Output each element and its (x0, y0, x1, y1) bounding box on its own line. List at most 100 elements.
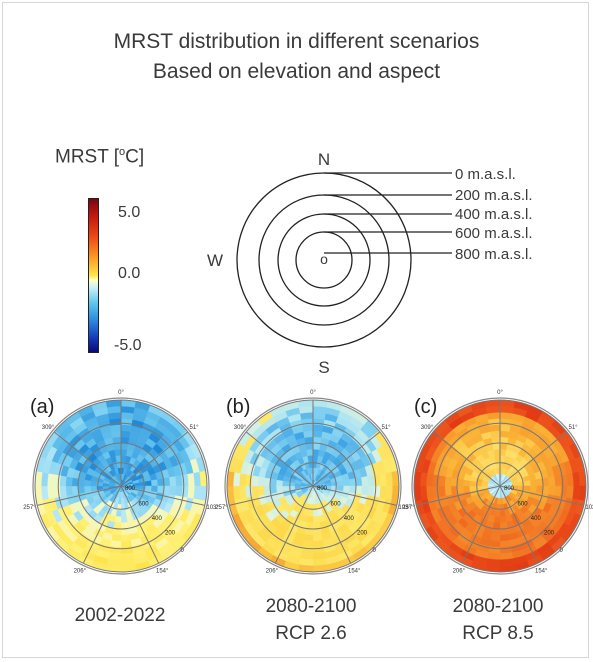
heat-cell (493, 448, 501, 456)
spoke-line (312, 431, 381, 487)
spoke-line (432, 431, 501, 487)
radial-tick-label: 600 (331, 501, 342, 507)
panel-label-a: (a) (30, 396, 55, 418)
heat-cell (232, 485, 241, 501)
heat-cell (302, 424, 314, 432)
heat-cell (499, 424, 511, 432)
heat-cell (59, 485, 67, 497)
heat-cell (303, 430, 314, 438)
heat-cell (419, 485, 428, 501)
heat-cell (113, 442, 122, 450)
angle-tick-label: 257° (23, 505, 36, 511)
heat-cell (120, 558, 136, 567)
heat-cell (239, 472, 247, 487)
heat-cell (485, 405, 501, 414)
spoke-line (499, 485, 539, 564)
heat-cell (499, 405, 515, 414)
heat-cell (47, 472, 55, 487)
heat-cell (385, 471, 394, 487)
heat-cell (239, 485, 247, 500)
heat-cell (282, 485, 290, 492)
heat-cell (312, 405, 328, 414)
heat-cell (469, 485, 477, 492)
heat-cell (536, 485, 544, 494)
heat-cell (106, 558, 122, 567)
heat-cell (489, 540, 501, 548)
heat-cell (489, 424, 501, 432)
colorbar-label: MRST [oC] (55, 146, 145, 168)
spoke-line (120, 485, 205, 506)
heat-cell (47, 485, 55, 500)
heat-cell (257, 485, 265, 496)
heat-cell (59, 475, 67, 487)
heat-cell (312, 558, 328, 567)
heat-cell (269, 485, 277, 494)
heat-cell (110, 424, 122, 432)
spoke-line (499, 485, 584, 506)
heat-cell (361, 485, 369, 496)
heat-cell (485, 558, 501, 567)
heat-cell (426, 485, 434, 500)
heat-cell (462, 485, 470, 493)
spoke-line (312, 485, 352, 564)
heat-cell (193, 485, 202, 501)
heat-cell (120, 516, 128, 524)
heat-cell (486, 552, 501, 560)
spoke-line (229, 485, 314, 506)
angle-tick-label: 103° (206, 505, 219, 511)
heat-cell (312, 522, 321, 530)
heat-cell (157, 485, 165, 494)
west-label: W (207, 251, 223, 270)
heat-cell (114, 448, 122, 456)
colorbar-min-label: -5.0 (114, 337, 142, 354)
heat-cell (499, 509, 506, 517)
radial-tick-label: 200 (357, 531, 368, 537)
heat-cell (106, 405, 122, 414)
heat-cell (456, 478, 464, 487)
heat-cell (572, 471, 581, 487)
polar-plots: 0°51°103°154°206°257°309°80060040020000°… (23, 390, 593, 575)
heat-cell (175, 475, 183, 487)
heat-cell (65, 476, 73, 487)
heat-cell (169, 485, 177, 496)
heat-cell (120, 540, 132, 548)
radial-tick-label: 400 (152, 516, 163, 522)
heat-cell (379, 485, 387, 500)
polar-plot-historical: 0° 51° 103° 154° 206° 257° 309° 800 600 400 200 0 (23, 390, 219, 575)
heat-cell (499, 534, 510, 542)
heat-cell (232, 471, 241, 487)
radial-tick-label: 200 (544, 531, 555, 537)
heat-cell (499, 430, 510, 438)
heat-cell (548, 485, 556, 496)
figure-title: MRST distribution in different scenarios (113, 30, 480, 53)
heat-cell (499, 442, 508, 450)
angle-tick-label: 257° (215, 505, 228, 511)
angle-tick-label: 103° (585, 505, 593, 511)
heat-cell (144, 480, 152, 487)
heat-cell (444, 476, 452, 487)
heat-cell (113, 522, 122, 530)
caption-b: 2080-2100 RCP 2.6 (265, 596, 357, 644)
heat-cell (486, 412, 501, 420)
heat-cell (499, 412, 514, 420)
heat-cell (305, 442, 314, 450)
heat-cell (523, 480, 531, 487)
heat-cell (40, 485, 49, 501)
angle-tick-label: 309° (234, 425, 247, 431)
outer-ring (224, 397, 402, 575)
heat-cell (312, 509, 319, 517)
colorbar-max-label: 5.0 (118, 204, 141, 221)
heat-cell (40, 471, 49, 487)
heat-cell (426, 472, 434, 487)
angle-tick-label: 206° (453, 568, 466, 574)
heat-cell (490, 534, 501, 542)
heat-cell (379, 472, 387, 487)
heat-cell (349, 485, 357, 494)
heat-cell (299, 412, 314, 420)
spoke-line (274, 485, 314, 564)
spoke-line (120, 431, 189, 487)
heat-cell (151, 479, 159, 487)
elevation-label-800: 800 m.a.s.l. (455, 246, 533, 263)
angle-tick-label: 154° (535, 568, 548, 574)
